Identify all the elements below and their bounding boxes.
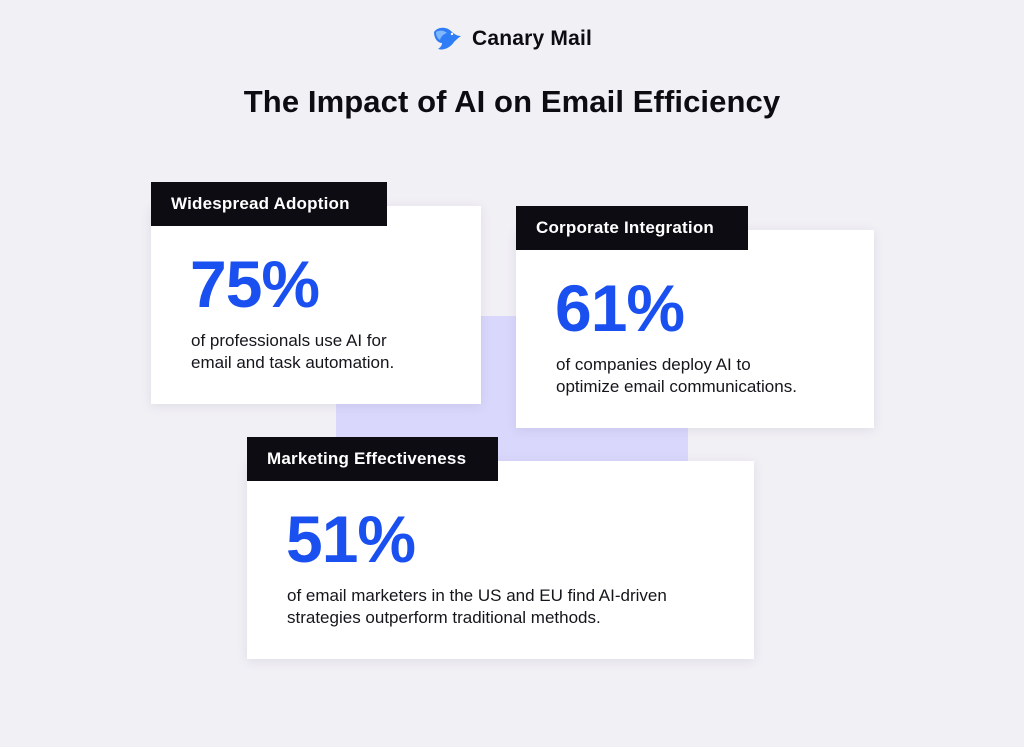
stat-description-corporate-integration: of companies deploy AI to optimize email… xyxy=(556,354,856,398)
description-line: email and task automation. xyxy=(191,353,395,372)
brand-header: Canary Mail xyxy=(0,26,1024,52)
card-tag-marketing-effectiveness: Marketing Effectiveness xyxy=(247,437,498,481)
description-line: of email marketers in the US and EU find… xyxy=(287,586,667,605)
stat-value-widespread-adoption: 75% xyxy=(190,247,320,321)
canary-bird-logo-icon xyxy=(433,27,461,50)
card-tag-corporate-integration: Corporate Integration xyxy=(516,206,748,250)
stat-value-marketing-effectiveness: 51% xyxy=(286,502,416,576)
stat-card-widespread-adoption xyxy=(151,206,481,404)
stat-card-corporate-integration xyxy=(516,230,874,428)
brand-name: Canary Mail xyxy=(471,27,593,50)
stat-card-marketing-effectiveness xyxy=(247,461,754,659)
stat-value-corporate-integration: 61% xyxy=(555,271,685,345)
card-tag-widespread-adoption: Widespread Adoption xyxy=(151,182,387,226)
description-line: of professionals use AI for xyxy=(191,331,387,350)
stat-description-marketing-effectiveness: of email marketers in the US and EU find… xyxy=(287,585,737,629)
description-line: of companies deploy AI to xyxy=(556,355,751,374)
page-title: The Impact of AI on Email Efficiency xyxy=(243,84,781,119)
stat-description-widespread-adoption: of professionals use AI for email and ta… xyxy=(191,330,461,374)
description-line: strategies outperform traditional method… xyxy=(287,608,601,627)
description-line: optimize email communications. xyxy=(556,377,797,396)
